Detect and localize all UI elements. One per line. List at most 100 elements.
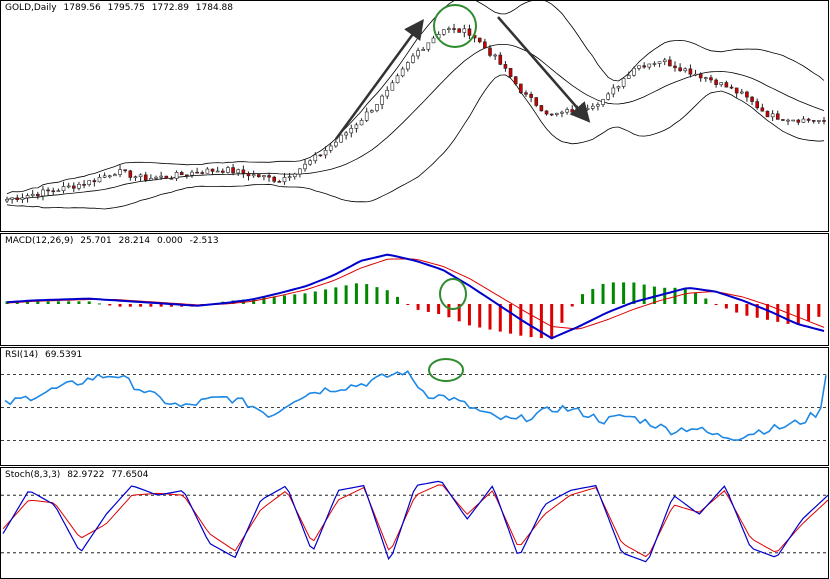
candle-body bbox=[359, 120, 364, 126]
candle-body bbox=[405, 62, 410, 70]
macd-histogram-bar bbox=[97, 303, 101, 305]
candle-body bbox=[107, 175, 112, 178]
candle-body bbox=[698, 73, 703, 79]
candle-body bbox=[277, 181, 282, 183]
candle-body bbox=[462, 28, 467, 33]
candle-body bbox=[221, 170, 225, 173]
macd-histogram-bar bbox=[416, 304, 420, 310]
macd-histogram-bar bbox=[694, 292, 698, 304]
price-pane: GOLD,Daily 1789.56 1795.75 1772.89 1784.… bbox=[0, 0, 829, 232]
ohlc-open: 1789.56 bbox=[63, 3, 101, 13]
macd-histogram-bar bbox=[324, 289, 328, 304]
candle-body bbox=[786, 119, 790, 122]
candle-body bbox=[801, 118, 806, 123]
candle-body bbox=[123, 169, 127, 172]
candle-body bbox=[555, 112, 559, 115]
candle-body bbox=[231, 167, 235, 174]
rsi-title: RSI(14) bbox=[5, 350, 39, 360]
candle-body bbox=[272, 176, 276, 182]
macd-histogram-bar bbox=[26, 301, 30, 304]
candle-body bbox=[411, 55, 415, 63]
macd-histogram-bar bbox=[334, 287, 338, 304]
candle-body bbox=[729, 86, 734, 89]
macd-signal-line bbox=[6, 258, 825, 330]
bollinger-lower-band bbox=[6, 74, 825, 210]
candle-body bbox=[709, 77, 713, 81]
rsi-chart bbox=[1, 358, 828, 441]
candle-body bbox=[323, 149, 328, 156]
macd-histogram-bar bbox=[149, 304, 153, 307]
macd-histogram-bar bbox=[67, 301, 71, 304]
candle-body bbox=[159, 175, 163, 178]
candle-body bbox=[683, 68, 688, 72]
rsi-line bbox=[4, 370, 827, 441]
candle-body bbox=[395, 75, 400, 84]
candle-body bbox=[519, 83, 523, 93]
candle-body bbox=[313, 154, 318, 162]
macd-histogram-bar bbox=[765, 304, 769, 320]
candle-body bbox=[616, 86, 621, 89]
candle-body bbox=[513, 76, 518, 85]
candle-body bbox=[390, 82, 395, 91]
macd-histogram-bar bbox=[447, 304, 451, 318]
candle-body bbox=[791, 119, 795, 122]
macd-histogram-bar bbox=[46, 301, 50, 304]
macd-histogram-bar bbox=[478, 304, 482, 328]
candle-body bbox=[303, 163, 307, 170]
candle-body bbox=[334, 141, 338, 147]
macd-histogram-bar bbox=[509, 304, 513, 334]
candle-body bbox=[56, 190, 61, 193]
candle-body bbox=[375, 104, 379, 111]
macd-histogram-bar bbox=[56, 301, 60, 304]
candle-body bbox=[267, 175, 271, 178]
candle-body bbox=[796, 119, 801, 123]
ohlc-close: 1784.88 bbox=[195, 3, 234, 13]
macd-histogram-bar bbox=[817, 304, 821, 317]
candle-body bbox=[585, 108, 590, 110]
macd-histogram-bar bbox=[118, 304, 122, 307]
candle-body bbox=[765, 110, 770, 118]
candle-body bbox=[185, 174, 189, 177]
candle-body bbox=[611, 87, 616, 95]
candle-body bbox=[477, 37, 482, 43]
candle-body bbox=[693, 73, 698, 76]
rsi-pane-label: RSI(14) 69.5391 bbox=[5, 350, 86, 360]
candle-body bbox=[36, 193, 40, 197]
candle-body bbox=[704, 77, 708, 79]
candle-body bbox=[5, 198, 9, 202]
candle-body bbox=[102, 175, 107, 178]
candle-body bbox=[339, 134, 343, 143]
macd-histogram-bar bbox=[467, 304, 471, 326]
candle-body bbox=[364, 111, 369, 121]
candle-body bbox=[596, 104, 600, 107]
uptrend-arrow bbox=[334, 18, 424, 140]
macd-histogram-bar bbox=[786, 304, 790, 324]
candle-body bbox=[781, 119, 785, 121]
candle-body bbox=[344, 132, 348, 136]
candle-body bbox=[657, 61, 662, 64]
macd-histogram-bar bbox=[735, 304, 739, 313]
candle-body bbox=[632, 68, 636, 76]
candle-body bbox=[817, 120, 821, 122]
downtrend-arrow bbox=[497, 16, 591, 123]
candle-body bbox=[806, 118, 811, 121]
candle-body bbox=[10, 197, 14, 200]
macd-main-line bbox=[6, 253, 825, 340]
macd-histogram-bar bbox=[385, 290, 389, 304]
macd-histogram-bar bbox=[354, 283, 358, 304]
candle-body bbox=[164, 175, 169, 179]
macd-histogram-bar bbox=[642, 284, 646, 304]
macd-histogram-bar bbox=[560, 304, 564, 323]
macd-histogram-bar bbox=[673, 287, 677, 304]
candle-body bbox=[621, 78, 626, 87]
candle-body bbox=[226, 167, 230, 173]
candle-body bbox=[169, 177, 174, 180]
ohlc-low: 1772.89 bbox=[151, 3, 189, 13]
candle-body bbox=[287, 176, 292, 179]
macd-histogram-bar bbox=[437, 304, 441, 314]
macd-histogram-bar bbox=[611, 282, 615, 304]
candle-body bbox=[25, 195, 30, 199]
macd-histogram-bar bbox=[457, 304, 461, 322]
macd-histogram-bar bbox=[375, 287, 379, 304]
candle-body bbox=[647, 63, 652, 68]
